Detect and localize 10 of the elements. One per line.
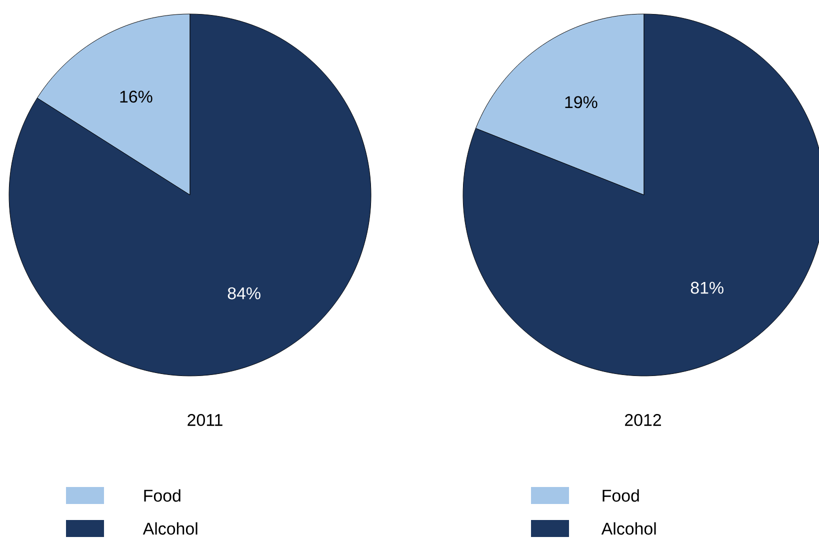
legend-label: Alcohol bbox=[601, 522, 656, 535]
legend-label: Food bbox=[602, 489, 639, 502]
legend-label: Alcohol bbox=[142, 522, 198, 535]
legend-label: Food bbox=[144, 489, 180, 502]
text: 2012 bbox=[625, 414, 661, 426]
data-label: 84% bbox=[228, 287, 260, 300]
data-label: 19% bbox=[565, 96, 598, 108]
text: 2011 bbox=[188, 414, 222, 426]
data-label: 16% bbox=[120, 90, 152, 103]
data-label: 81% bbox=[690, 282, 724, 294]
